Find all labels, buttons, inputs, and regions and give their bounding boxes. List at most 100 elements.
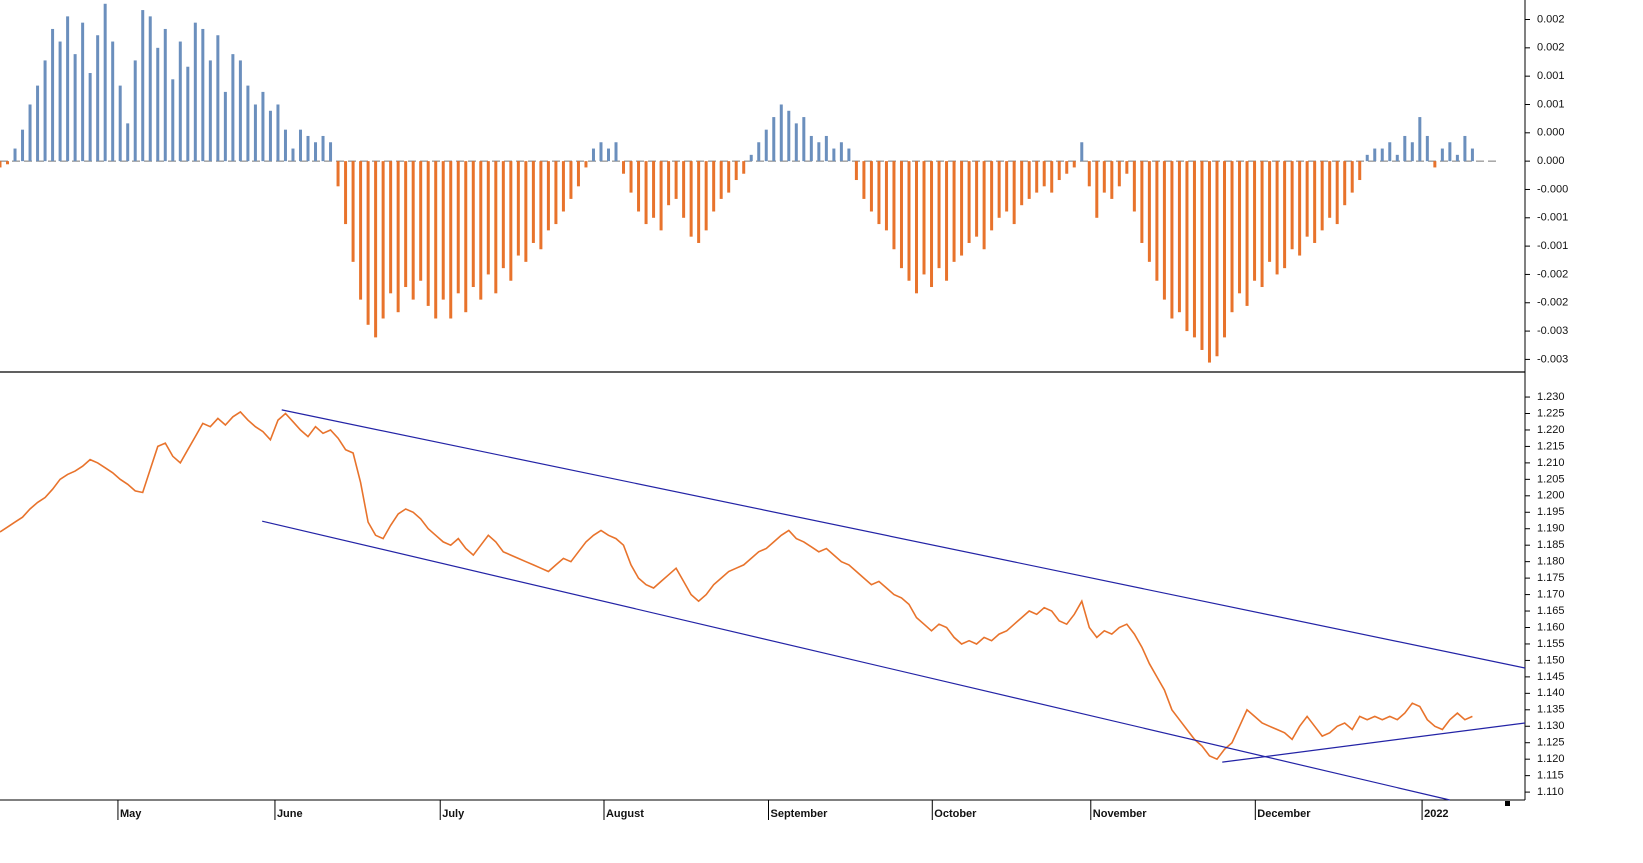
histogram-bar [231,54,235,162]
histogram-bar [374,161,378,338]
histogram-bar [719,161,723,199]
histogram-bar [36,85,40,162]
histogram-bar [494,161,498,294]
histogram-bar [1005,161,1009,212]
trendline [262,520,1451,801]
histogram-bar [329,142,333,162]
histogram-bar [13,148,17,162]
histogram-bar [1358,161,1362,181]
histogram-bar [126,123,130,162]
histogram-bar [1050,161,1054,193]
histogram-bar [336,161,340,187]
y-tick-label: 1.150 [1537,654,1565,666]
histogram-bar [156,47,160,162]
trendline [1222,722,1526,763]
y-tick-label: -0.003 [1537,325,1568,337]
histogram-bar [411,161,415,300]
histogram-bar [622,161,626,174]
histogram-bar [1147,161,1151,262]
histogram-bar [1020,161,1024,206]
histogram-bar [1470,148,1474,162]
histogram-bar [975,161,979,237]
histogram-bar [1207,161,1211,363]
x-tick-label: November [1093,808,1148,820]
y-tick-label: 1.175 [1537,572,1565,584]
histogram-bar [441,161,445,300]
histogram-bar [1335,161,1339,225]
histogram-bar [1290,161,1294,250]
y-tick-label: 1.195 [1537,506,1565,518]
histogram-bar [982,161,986,250]
x-tick-label: December [1257,808,1311,820]
histogram-bar [148,16,152,162]
histogram-bar [832,148,836,162]
histogram-bar [509,161,513,281]
y-tick-label: 0.002 [1537,42,1565,54]
histogram-bar [1245,161,1249,306]
histogram-bar [839,142,843,162]
x-tick-label: September [771,808,829,820]
histogram-bar [389,161,393,294]
y-tick-label: 1.115 [1537,770,1564,782]
histogram-bar [591,148,595,162]
histogram-bar [178,41,182,162]
histogram-bar [43,60,47,162]
histogram-bar [501,161,505,269]
histogram-bar [1132,161,1136,212]
histogram-bar [516,161,520,256]
x-tick-label: August [606,808,644,820]
histogram-bar [1455,154,1459,162]
histogram-bar [103,3,107,162]
y-tick-label: 0.000 [1537,127,1565,139]
histogram-bar [1425,135,1429,162]
histogram-bar [201,28,205,162]
y-tick-label: 1.225 [1537,407,1565,419]
y-tick-label: 1.220 [1537,424,1565,436]
y-tick-label: 1.180 [1537,556,1565,568]
histogram-bar [344,161,348,225]
histogram-bar [1200,161,1204,350]
histogram-bar [539,161,543,250]
y-tick-label: 1.110 [1537,786,1564,798]
histogram-bar [238,60,242,162]
histogram-bar [704,161,708,231]
histogram-bar [1185,161,1189,332]
histogram-bar [298,129,302,162]
histogram-bar [1057,161,1061,181]
histogram-bar [1305,161,1309,237]
histogram-bar [1035,161,1039,193]
y-tick-label: -0.002 [1537,297,1568,309]
histogram-bar [1110,161,1114,199]
y-tick-label: 1.155 [1537,638,1565,650]
histogram-bar [1125,161,1129,174]
histogram-bar [674,161,678,199]
histogram-bar [276,104,280,162]
histogram-bar [967,161,971,243]
histogram-bar [186,66,190,162]
histogram-bar [404,161,408,288]
y-tick-label: 1.215 [1537,440,1565,452]
y-tick-label: 1.210 [1537,457,1565,469]
histogram-bar [960,161,964,256]
histogram-bar [1072,161,1076,168]
y-tick-label: 1.160 [1537,621,1565,633]
y-tick-label: 0.001 [1537,98,1565,110]
histogram-bar [892,161,896,250]
histogram-bar [1373,148,1377,162]
scroll-marker [1505,801,1510,806]
y-tick-label: 0.000 [1537,155,1565,167]
histogram-bar [652,161,656,218]
y-tick-label: 1.130 [1537,720,1565,732]
histogram-bar [569,161,573,199]
histogram-bar [824,135,828,162]
histogram-bar [561,161,565,212]
y-tick-label: -0.001 [1537,240,1568,252]
histogram-bar [1388,142,1392,162]
histogram-bar [757,142,761,162]
histogram-bar [1275,161,1279,275]
histogram-bar [449,161,453,319]
histogram-bar [667,161,671,206]
histogram-bar [426,161,430,306]
histogram-bar [599,142,603,162]
histogram-bar [1177,161,1181,313]
